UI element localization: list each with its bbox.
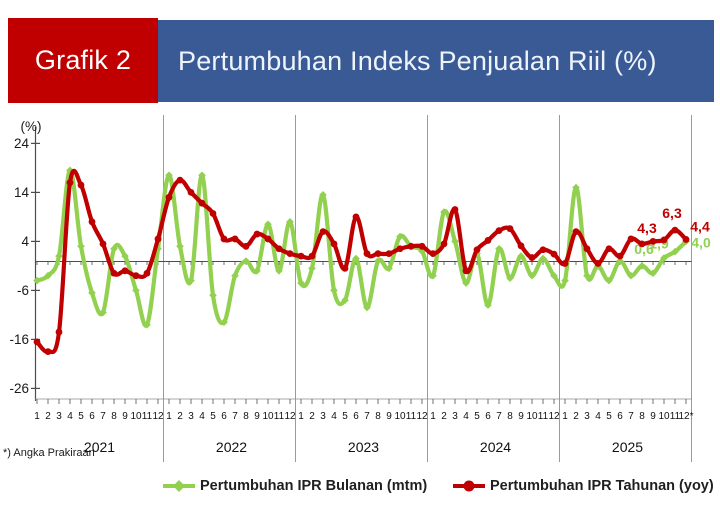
svg-text:3: 3 bbox=[452, 411, 458, 422]
svg-text:4,4: 4,4 bbox=[690, 218, 710, 234]
svg-text:1: 1 bbox=[430, 411, 436, 422]
svg-text:1: 1 bbox=[298, 411, 304, 422]
svg-text:7: 7 bbox=[364, 411, 370, 422]
svg-text:8: 8 bbox=[243, 411, 249, 422]
svg-text:7: 7 bbox=[496, 411, 502, 422]
legend: Pertumbuhan IPR Bulanan (mtm) Pertumbuha… bbox=[0, 474, 720, 500]
mtm-line-diamond-icon bbox=[163, 480, 195, 492]
svg-text:11: 11 bbox=[538, 411, 549, 422]
svg-text:4: 4 bbox=[331, 411, 337, 422]
svg-text:11: 11 bbox=[670, 411, 681, 422]
svg-text:10: 10 bbox=[394, 411, 406, 422]
svg-text:3: 3 bbox=[584, 411, 590, 422]
yoy-line-dot-icon bbox=[453, 480, 485, 492]
svg-text:8: 8 bbox=[111, 411, 117, 422]
svg-text:10: 10 bbox=[262, 411, 274, 422]
svg-text:1: 1 bbox=[34, 411, 40, 422]
svg-text:7: 7 bbox=[232, 411, 238, 422]
svg-text:-6: -6 bbox=[17, 283, 29, 298]
svg-text:6: 6 bbox=[221, 411, 227, 422]
legend-label-yoy: Pertumbuhan IPR Tahunan (yoy) bbox=[490, 478, 714, 494]
svg-text:12: 12 bbox=[548, 411, 560, 422]
svg-text:12*: 12* bbox=[678, 411, 693, 422]
svg-text:4,3: 4,3 bbox=[637, 220, 657, 236]
chart-title-bar: Pertumbuhan Indeks Penjualan Riil (%) bbox=[158, 20, 714, 102]
svg-text:9: 9 bbox=[122, 411, 128, 422]
svg-text:10: 10 bbox=[658, 411, 670, 422]
chart-number-label: Grafik 2 bbox=[34, 45, 132, 75]
svg-text:2021: 2021 bbox=[84, 439, 115, 455]
svg-text:6,3: 6,3 bbox=[662, 205, 682, 221]
svg-text:11: 11 bbox=[274, 411, 285, 422]
svg-text:2: 2 bbox=[45, 411, 51, 422]
svg-text:14: 14 bbox=[14, 185, 30, 200]
svg-text:11: 11 bbox=[406, 411, 417, 422]
legend-label-mtm: Pertumbuhan IPR Bulanan (mtm) bbox=[200, 478, 428, 494]
svg-text:5: 5 bbox=[210, 411, 216, 422]
svg-text:3: 3 bbox=[320, 411, 326, 422]
svg-text:8: 8 bbox=[507, 411, 513, 422]
svg-text:4,0: 4,0 bbox=[691, 234, 711, 250]
svg-text:2023: 2023 bbox=[348, 439, 379, 455]
svg-text:9: 9 bbox=[386, 411, 392, 422]
svg-text:2: 2 bbox=[309, 411, 315, 422]
svg-text:4: 4 bbox=[21, 234, 29, 249]
svg-text:2025: 2025 bbox=[612, 439, 643, 455]
svg-text:9: 9 bbox=[518, 411, 524, 422]
svg-text:6: 6 bbox=[617, 411, 623, 422]
svg-text:11: 11 bbox=[142, 411, 153, 422]
chart-title: Pertumbuhan Indeks Penjualan Riil (%) bbox=[178, 45, 657, 76]
svg-text:6: 6 bbox=[485, 411, 491, 422]
legend-item-mtm: Pertumbuhan IPR Bulanan (mtm) bbox=[162, 474, 427, 498]
svg-text:2024: 2024 bbox=[480, 439, 511, 455]
svg-text:3: 3 bbox=[56, 411, 62, 422]
legend-item-yoy: Pertumbuhan IPR Tahunan (yoy) bbox=[452, 474, 714, 498]
svg-text:2: 2 bbox=[441, 411, 447, 422]
footnote: *) Angka Prakiraan bbox=[3, 447, 95, 459]
svg-text:5: 5 bbox=[606, 411, 612, 422]
svg-text:12: 12 bbox=[152, 411, 164, 422]
svg-text:10: 10 bbox=[526, 411, 538, 422]
svg-text:1: 1 bbox=[562, 411, 568, 422]
svg-text:24: 24 bbox=[14, 136, 30, 151]
svg-text:3: 3 bbox=[188, 411, 194, 422]
svg-text:6: 6 bbox=[353, 411, 359, 422]
svg-text:1: 1 bbox=[166, 411, 172, 422]
svg-text:9: 9 bbox=[650, 411, 656, 422]
svg-text:2022: 2022 bbox=[216, 439, 247, 455]
svg-text:8: 8 bbox=[375, 411, 381, 422]
svg-text:4: 4 bbox=[199, 411, 205, 422]
svg-text:(%): (%) bbox=[21, 119, 42, 134]
svg-text:2: 2 bbox=[573, 411, 579, 422]
svg-text:7: 7 bbox=[628, 411, 634, 422]
svg-text:5: 5 bbox=[78, 411, 84, 422]
svg-text:8: 8 bbox=[639, 411, 645, 422]
svg-text:-26: -26 bbox=[9, 381, 29, 396]
svg-text:10: 10 bbox=[130, 411, 142, 422]
svg-text:12: 12 bbox=[416, 411, 428, 422]
svg-text:2: 2 bbox=[177, 411, 183, 422]
svg-text:4: 4 bbox=[595, 411, 601, 422]
svg-text:4: 4 bbox=[67, 411, 73, 422]
svg-text:9: 9 bbox=[254, 411, 260, 422]
svg-text:5: 5 bbox=[342, 411, 348, 422]
svg-text:-16: -16 bbox=[9, 332, 29, 347]
svg-text:5: 5 bbox=[474, 411, 480, 422]
svg-text:12: 12 bbox=[284, 411, 296, 422]
svg-text:4: 4 bbox=[463, 411, 469, 422]
svg-text:6: 6 bbox=[89, 411, 95, 422]
svg-text:7: 7 bbox=[100, 411, 106, 422]
chart-number-tag: Grafik 2 bbox=[8, 18, 158, 103]
